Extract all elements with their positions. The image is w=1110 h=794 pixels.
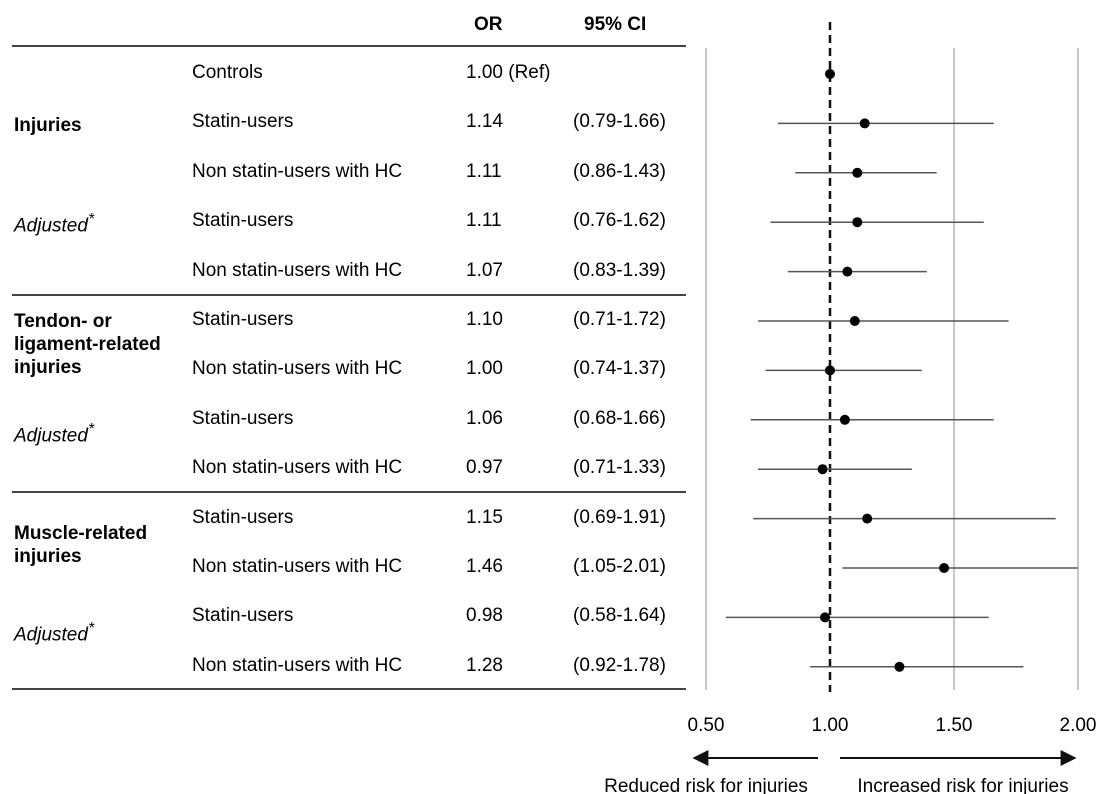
row-label: Statin-users [192,407,294,429]
or-point [849,316,860,326]
row-or-value: 1.11 [466,210,502,232]
row-ci-value: (0.68-1.66) [573,407,666,429]
row-or-value: 1.10 [466,309,503,330]
row-ci-value: (0.76-1.62) [573,210,666,232]
adjusted-label: Adjusted* [14,620,95,646]
row-ci-value: (0.71-1.72) [573,309,666,330]
reduced-risk-label: Reduced risk for injuries [604,776,808,794]
row-ci-value: (0.83-1.39) [573,259,666,281]
or-point [862,513,873,524]
row-or-value: 0.98 [466,605,503,627]
x-tick-label: 1.00 [812,715,849,736]
row-ci-value: (0.71-1.33) [573,457,666,479]
row-label: Controls [192,62,263,83]
or-point [842,266,853,277]
row-label: Non statin-users with HC [192,457,403,479]
row-label: Non statin-users with HC [192,358,403,380]
row-label: Non statin-users with HC [192,556,403,577]
group-separator-rule [12,294,686,296]
row-label: Statin-users [192,605,294,627]
or-point [817,464,828,475]
or-point [825,69,835,79]
row-or-value: 1.00 (Ref) [466,62,551,83]
x-tick-label: 2.00 [1060,715,1097,736]
ci-column-header: 95% CI [584,14,647,35]
x-tick-label: 1.50 [936,715,973,736]
row-or-value: 1.14 [466,111,503,133]
or-point [852,217,863,228]
row-ci-value: (1.05-2.01) [573,556,666,577]
row-label: Statin-users [192,506,294,528]
row-or-value: 1.06 [466,407,503,429]
increased-risk-label: Increased risk for injuries [857,776,1068,794]
row-or-value: 1.11 [466,160,502,182]
adjusted-label: Adjusted* [14,211,95,237]
row-ci-value: (0.92-1.78) [573,654,666,676]
or-point [939,563,950,573]
group-label-injuries: Injuries [14,115,82,136]
row-label: Non statin-users with HC [192,259,403,281]
row-label: Non statin-users with HC [192,654,403,676]
group-label-muscle: Muscle-related injuries [14,523,148,567]
row-label: Statin-users [192,309,294,330]
row-ci-value: (0.79-1.66) [573,111,666,133]
row-label: Statin-users [192,111,294,133]
row-label: Non statin-users with HC [192,160,403,182]
or-point [859,118,870,129]
row-label: Statin-users [192,210,294,232]
or-point [894,661,905,672]
group-label-tendon-ligament: Tendon- or ligament-related injuries [14,311,161,378]
table-bottom-rule [12,688,686,690]
row-ci-value: (0.58-1.64) [573,605,666,627]
group-separator-rule [12,491,686,493]
row-ci-value: (0.86-1.43) [573,160,666,182]
row-or-value: 1.07 [466,259,503,281]
row-or-value: 1.00 [466,358,503,380]
row-or-value: 0.97 [466,457,503,479]
or-point [839,414,850,425]
or-point [825,365,835,376]
or-point [820,612,831,623]
adjusted-label: Adjusted* [14,421,95,447]
row-or-value: 1.46 [466,556,503,577]
table-top-rule [12,45,686,47]
row-ci-value: (0.69-1.91) [573,506,666,528]
x-tick-label: 0.50 [688,715,725,736]
row-ci-value: (0.74-1.37) [573,358,666,380]
row-or-value: 1.28 [466,654,503,676]
or-column-header: OR [474,14,503,35]
row-or-value: 1.15 [466,506,503,528]
or-point [852,167,863,178]
